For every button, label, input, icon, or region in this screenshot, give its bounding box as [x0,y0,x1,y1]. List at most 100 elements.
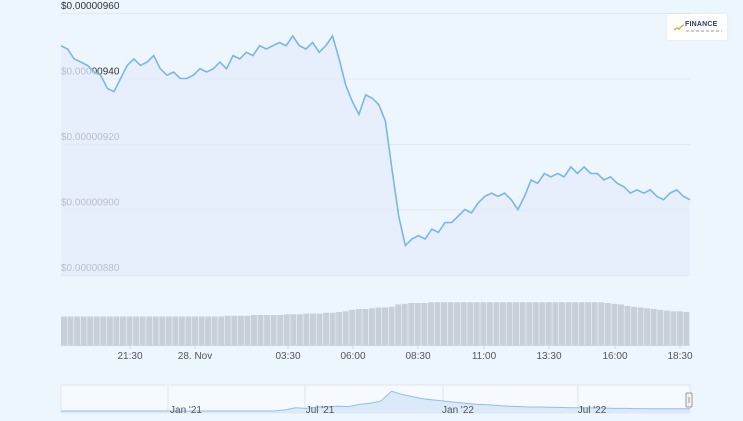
volume-bar [401,303,408,346]
volume-bar [460,302,467,346]
volume-bar [408,303,415,345]
x-tick-label: 21:30 [117,351,142,362]
volume-bar [486,302,493,346]
volume-bar [362,309,369,345]
volume-bar [264,315,271,345]
volume-bar [323,312,330,346]
volume-bars [61,300,690,346]
volume-bar [100,316,107,345]
volume-bar [558,302,565,346]
navigator-line [61,390,690,412]
x-tick-label: 11:00 [472,351,497,362]
volume-bar [152,316,159,345]
x-axis: 21:30 28. Nov 03:30 06:00 08:30 11:00 13:30 16:… [117,345,693,362]
volume-bar [473,302,480,346]
volume-bar [329,312,336,346]
volume-bar [119,316,126,345]
volume-bar [133,316,140,345]
volume-bar [270,315,277,345]
volume-bar [434,302,441,346]
volume-bar [283,314,290,346]
volume-bar [113,316,120,345]
volume-bar [427,302,434,346]
volume-bar [336,312,343,345]
volume-bar [211,316,218,345]
volume-bar [218,316,225,345]
navigator[interactable]: Jan '21 Jul '21 Jan '22 Jul '22 [60,384,693,416]
volume-bar [93,316,100,345]
volume-bar [198,316,205,345]
logo-subtitle [686,30,722,32]
volume-bar [342,311,349,346]
volume-bar [545,302,552,346]
x-tick-label: 16:00 [602,351,627,362]
volume-bar [421,303,428,345]
volume-bar [578,302,585,346]
volume-bar [139,316,146,345]
volume-bar [205,316,212,345]
volume-bar [231,315,238,346]
volume-bar [676,311,683,346]
volume-bar [414,303,421,345]
volume-bar [624,306,631,345]
volume-bar [572,302,579,346]
price-area [61,35,690,276]
volume-bar [67,316,74,345]
volume-bar [178,316,185,345]
volume-bar [296,314,303,346]
volume-bar [87,316,94,345]
volume-bar [670,311,677,346]
finance-logo: FINANCE [667,14,727,40]
volume-bar [480,302,487,346]
logo-text: FINANCE [685,21,718,28]
volume-bar [663,310,670,345]
x-tick-label: 06:00 [340,351,365,362]
volume-bar [172,316,179,345]
volume-bar [309,313,316,345]
volume-bar [106,316,113,345]
volume-bar [388,306,395,346]
volume-bar [644,308,651,346]
volume-bar [382,307,388,345]
volume-bar [585,302,592,346]
volume-bar [303,313,310,345]
volume-bar [441,302,447,346]
volume-bar [539,302,546,346]
volume-bar [375,307,382,345]
navigator-tick-label: Jan '22 [442,405,474,416]
volume-bar [349,309,356,346]
volume-bar [591,302,598,346]
volume-bar [251,315,257,345]
volume-bar [185,316,192,345]
volume-bar [146,316,153,345]
volume-bar [159,316,166,345]
navigator-tick-label: Jul '21 [306,405,335,416]
x-tick-label: 28. Nov [178,351,212,362]
x-tick-label: 08:30 [405,351,430,362]
volume-bar [277,315,284,345]
volume-bar [290,314,297,346]
volume-bar [513,302,520,346]
volume-bar [650,309,657,345]
volume-bar [598,302,605,346]
volume-bar [499,302,506,346]
volume-bar [565,302,572,346]
volume-bar [368,308,375,346]
y-tick-label: $0.00000960 [61,1,120,12]
volume-bar [192,316,198,345]
volume-bar [683,312,690,345]
volume-bar [532,302,539,346]
navigator-tick-label: Jan '21 [170,405,202,416]
volume-bar [61,316,67,345]
volume-bar [631,306,637,346]
x-tick-label: 03:30 [275,351,300,362]
volume-bar [454,302,461,346]
volume-bar [126,316,133,345]
volume-bar [657,309,664,346]
volume-bar [74,316,81,345]
price-line [60,34,691,248]
volume-bar [637,307,644,345]
volume-bar [506,302,513,346]
volume-bar [552,302,559,346]
